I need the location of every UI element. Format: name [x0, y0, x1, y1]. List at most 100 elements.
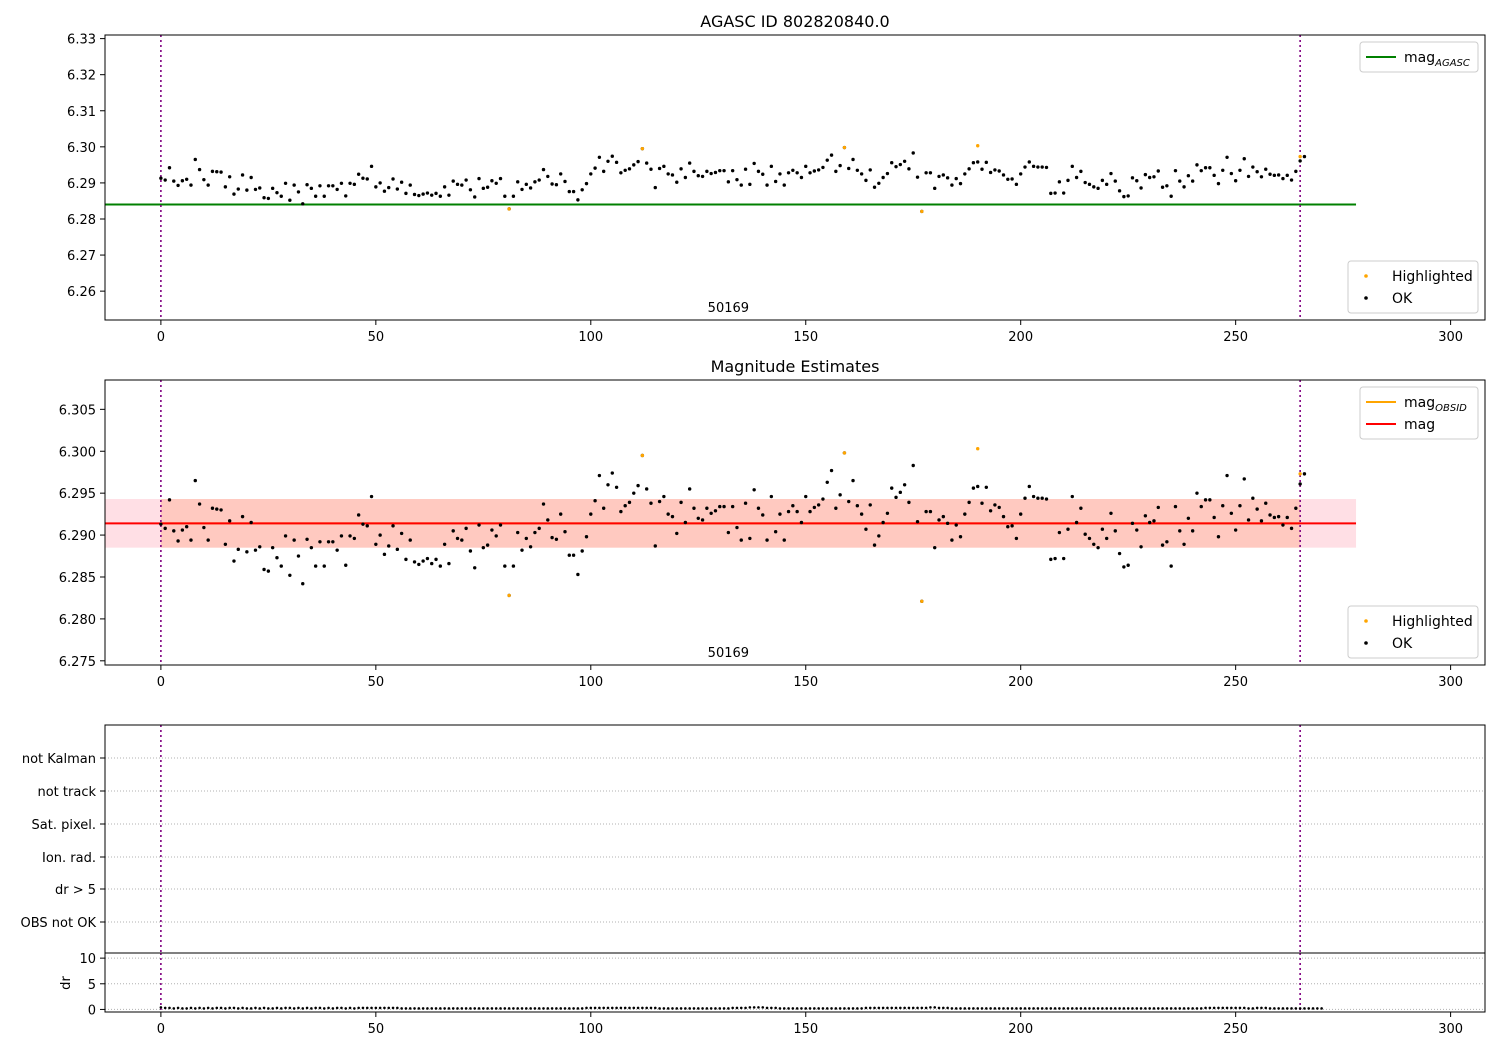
dr-point: [241, 1006, 244, 1010]
ok-point: [687, 161, 692, 165]
ok-point: [305, 183, 309, 187]
ok-point: [473, 195, 477, 199]
dr-point: [1199, 1007, 1203, 1010]
ok-point: [662, 164, 666, 169]
ok-point: [301, 202, 305, 206]
ok-point: [524, 536, 529, 541]
ok-point: [877, 181, 881, 185]
ok-point: [649, 167, 653, 171]
dr-point: [856, 1007, 859, 1010]
dr-point: [159, 1006, 163, 1009]
dr-point: [408, 1007, 412, 1010]
ok-point: [1113, 179, 1117, 183]
dr-point: [490, 1007, 494, 1010]
dr-point: [787, 1007, 790, 1010]
dr-point: [310, 1007, 313, 1010]
dr-point: [529, 1007, 532, 1010]
x-tick-label: 100: [578, 1022, 603, 1037]
ok-point: [872, 543, 877, 547]
ok-point: [597, 155, 602, 159]
dr-point: [615, 1006, 618, 1010]
ok-point: [245, 188, 249, 192]
ok-point: [1289, 526, 1294, 531]
y-tick-label: 6.275: [59, 655, 96, 670]
dr-point: [1264, 1006, 1268, 1010]
dr-point: [525, 1007, 528, 1010]
ok-point: [1242, 477, 1246, 481]
legend-label: Highlighted: [1392, 269, 1473, 285]
dr-point: [1212, 1006, 1216, 1010]
y-tick-label: 10: [79, 952, 96, 967]
ok-point: [1001, 173, 1006, 177]
dr-point: [271, 1007, 274, 1010]
ok-point: [752, 161, 756, 166]
ok-point: [855, 168, 860, 172]
dr-point: [1148, 1007, 1151, 1010]
ok-point: [1113, 529, 1117, 533]
ok-point: [834, 506, 838, 510]
dr-point: [503, 1007, 507, 1010]
dr-point: [873, 1006, 876, 1010]
ok-point: [176, 183, 180, 188]
ok-point: [1259, 519, 1264, 523]
ok-point: [163, 178, 167, 182]
ok-point: [1036, 496, 1040, 500]
dr-point: [791, 1007, 795, 1010]
dr-point: [228, 1006, 231, 1010]
ok-point: [1143, 172, 1148, 177]
ok-point: [778, 172, 782, 176]
ok-point: [730, 168, 735, 173]
dr-point: [1036, 1007, 1040, 1010]
dr-point: [254, 1006, 257, 1010]
ok-point: [1092, 542, 1096, 546]
ok-point: [761, 172, 765, 176]
ok-point: [1122, 565, 1126, 569]
ok-point: [541, 167, 546, 172]
plot-area: [105, 953, 1485, 1012]
ok-point: [945, 176, 950, 180]
dr-point: [559, 1007, 563, 1010]
dr-point: [782, 1007, 786, 1010]
dr-point: [1234, 1006, 1237, 1010]
ok-point: [1040, 165, 1044, 169]
ok-point: [1298, 482, 1302, 486]
dr-point: [275, 1006, 279, 1010]
ok-point: [954, 523, 958, 527]
dr-point: [1277, 1007, 1280, 1010]
dr-point: [1268, 1007, 1272, 1010]
ok-point: [425, 191, 430, 195]
ok-point: [589, 172, 593, 176]
ok-point: [197, 167, 202, 172]
ok-point: [283, 534, 288, 538]
dr-point: [353, 1007, 356, 1010]
ok-point: [696, 173, 700, 178]
legend: Highlighted OK: [1347, 605, 1479, 659]
ok-point: [657, 499, 662, 504]
dr-point: [1273, 1007, 1276, 1010]
ok-point: [623, 168, 627, 172]
ok-point: [485, 185, 490, 189]
dr-point: [976, 1007, 980, 1010]
dr-point: [950, 1007, 954, 1010]
ok-point: [864, 178, 868, 183]
ok-point: [1169, 194, 1173, 198]
dr-point: [327, 1006, 330, 1010]
dr-point: [516, 1007, 520, 1010]
ok-point: [829, 468, 834, 473]
ok-point: [868, 503, 872, 507]
ok-point: [735, 177, 739, 182]
ok-point: [872, 185, 877, 189]
ok-point: [1117, 189, 1122, 193]
dr-point: [636, 1006, 640, 1010]
ok-point: [546, 518, 550, 522]
dr-point: [1101, 1007, 1104, 1010]
dr-point: [718, 1007, 722, 1010]
dr-point: [1242, 1006, 1246, 1010]
dr-point: [1298, 1007, 1302, 1010]
ok-point: [468, 188, 473, 192]
highlighted-point: [842, 451, 847, 455]
ok-point: [1070, 494, 1074, 499]
dr-point: [1040, 1007, 1044, 1010]
dr-point: [1131, 1007, 1134, 1010]
